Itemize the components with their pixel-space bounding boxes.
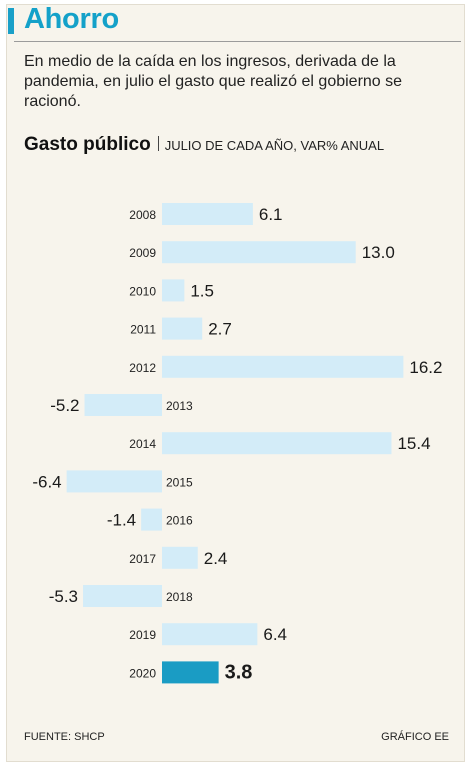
bar-2010 (162, 279, 185, 302)
source-note: FUENTE: SHCP (24, 731, 105, 743)
year-label-2018: 2018 (166, 590, 193, 604)
bar-2020 (162, 661, 219, 684)
bar-2018 (83, 585, 162, 607)
value-label-2009: 13.0 (362, 243, 395, 262)
bar-2014 (162, 432, 392, 455)
chart-header: Gasto público JULIO DE CADA AÑO, VAR% ANU… (24, 134, 384, 156)
bar-2008 (162, 203, 253, 225)
year-label-2012: 2012 (129, 361, 156, 375)
bar-2019 (162, 623, 258, 646)
value-label-2014: 15.4 (397, 434, 430, 453)
value-label-2020: 3.8 (225, 661, 253, 683)
bar-2017 (162, 546, 198, 569)
value-label-2012: 16.2 (409, 358, 442, 377)
year-label-2008: 2008 (129, 208, 156, 222)
year-label-2015: 2015 (166, 475, 193, 489)
value-label-2016: -1.4 (107, 511, 136, 530)
value-label-2017: 2.4 (204, 549, 228, 568)
graphic-credit: GRÁFICO EE (381, 731, 449, 743)
value-label-2011: 2.7 (208, 320, 232, 339)
year-label-2013: 2013 (166, 399, 193, 413)
page-title: Ahorro (24, 3, 119, 35)
value-label-2010: 1.5 (190, 281, 214, 300)
chart-subtitle: JULIO DE CADA AÑO, VAR% ANUAL (164, 138, 385, 153)
year-label-2017: 2017 (129, 552, 156, 566)
bar-2015 (66, 470, 162, 493)
year-label-2010: 2010 (129, 284, 156, 298)
value-label-2013: -5.2 (50, 396, 79, 415)
bar-2012 (162, 355, 404, 378)
value-label-2015: -6.4 (32, 472, 61, 491)
year-label-2011: 2011 (130, 323, 156, 337)
bar-2009 (162, 241, 356, 264)
year-label-2016: 2016 (166, 514, 193, 528)
chart-title: Gasto público (24, 134, 151, 155)
value-label-2008: 6.1 (259, 205, 283, 224)
chart-title-separator (157, 136, 159, 151)
year-label-2009: 2009 (129, 246, 156, 260)
year-label-2019: 2019 (129, 628, 156, 642)
bar-2011 (162, 317, 203, 340)
value-label-2018: -5.3 (49, 587, 78, 606)
value-label-2019: 6.4 (263, 625, 287, 644)
title-divider (14, 41, 461, 42)
bar-2013 (84, 394, 162, 416)
description-text: En medio de la caída en los ingresos, de… (24, 53, 403, 110)
year-label-2020: 2020 (129, 666, 156, 680)
title-accent-bar (8, 8, 14, 34)
bar-2016 (141, 508, 162, 531)
year-label-2014: 2014 (129, 437, 156, 451)
